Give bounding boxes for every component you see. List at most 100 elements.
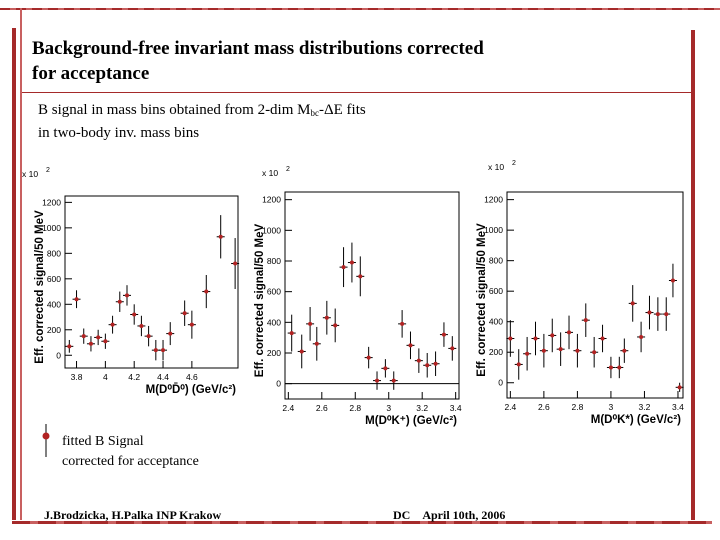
y-tick-label: 0 bbox=[276, 379, 281, 389]
y-multiplier: x 10 bbox=[488, 162, 504, 172]
bottom-border-line bbox=[12, 521, 712, 524]
point-marker bbox=[583, 318, 588, 323]
point-marker bbox=[168, 331, 173, 336]
left-border-line-thin bbox=[20, 8, 22, 520]
point-marker bbox=[153, 348, 158, 353]
footer-dc: DC bbox=[393, 508, 411, 522]
y-tick-label: 400 bbox=[489, 317, 503, 327]
data-point bbox=[645, 295, 654, 330]
y-tick-label: 600 bbox=[489, 286, 503, 296]
top-border-line bbox=[0, 8, 720, 10]
data-point bbox=[94, 329, 103, 346]
y-tick-label: 200 bbox=[489, 347, 503, 357]
x-tick-label: 2.6 bbox=[316, 403, 328, 413]
y-tick-label: 200 bbox=[267, 348, 281, 358]
x-tick-label: 2.4 bbox=[504, 402, 516, 412]
data-point bbox=[523, 336, 532, 371]
data-point bbox=[565, 315, 574, 350]
y-multiplier-exponent: 2 bbox=[46, 167, 50, 174]
data-point bbox=[312, 326, 321, 361]
point-marker bbox=[182, 311, 187, 316]
y-tick-label: 1200 bbox=[42, 197, 61, 207]
data-point bbox=[414, 348, 423, 373]
y-tick-label: 400 bbox=[47, 299, 61, 309]
data-point bbox=[151, 339, 160, 361]
point-marker bbox=[349, 260, 354, 265]
data-point bbox=[431, 351, 440, 376]
y-tick-label: 600 bbox=[267, 287, 281, 297]
data-point bbox=[79, 328, 88, 344]
point-marker bbox=[639, 334, 644, 339]
data-point bbox=[675, 382, 684, 392]
y-tick-label: 0 bbox=[498, 378, 503, 388]
data-point bbox=[347, 242, 356, 283]
x-tick-label: 3.4 bbox=[672, 402, 684, 412]
point-marker bbox=[139, 323, 144, 328]
x-tick-label: 3 bbox=[609, 402, 614, 412]
point-marker bbox=[204, 289, 209, 294]
point-marker bbox=[541, 348, 546, 353]
slide-title-line2: for acceptance bbox=[32, 63, 150, 84]
data-point bbox=[381, 359, 390, 378]
point-marker bbox=[324, 315, 329, 320]
point-marker bbox=[314, 341, 319, 346]
y-tick-label: 1200 bbox=[484, 195, 503, 205]
point-marker bbox=[81, 334, 86, 339]
data-point bbox=[531, 321, 540, 356]
point-marker bbox=[558, 347, 563, 352]
data-point bbox=[514, 349, 523, 380]
point-marker bbox=[608, 365, 613, 370]
point-marker bbox=[441, 332, 446, 337]
slide-subtitle: B signal in mass bins obtained from 2-di… bbox=[38, 100, 458, 143]
point-marker bbox=[308, 321, 313, 326]
point-marker bbox=[289, 331, 294, 336]
point-marker bbox=[124, 293, 129, 298]
x-tick-label: 3.8 bbox=[71, 372, 83, 382]
point-marker bbox=[161, 348, 166, 353]
data-point bbox=[144, 325, 153, 347]
data-point bbox=[72, 290, 81, 309]
point-marker bbox=[146, 334, 151, 339]
data-point bbox=[297, 334, 306, 369]
point-marker bbox=[655, 312, 660, 317]
y-multiplier: x 10 bbox=[262, 168, 278, 178]
plot-frame bbox=[64, 195, 239, 369]
data-point bbox=[216, 215, 225, 259]
data-point bbox=[287, 314, 296, 352]
data-point bbox=[231, 238, 240, 290]
data-point bbox=[439, 322, 448, 347]
point-marker bbox=[433, 361, 438, 366]
data-point bbox=[65, 339, 74, 353]
y-tick-label: 800 bbox=[267, 256, 281, 266]
y-axis-title: Eff. corrected signal/50 MeV bbox=[34, 210, 46, 364]
point-marker bbox=[533, 336, 538, 341]
point-marker bbox=[416, 358, 421, 363]
x-tick-label: 4.2 bbox=[128, 372, 140, 382]
point-marker bbox=[366, 355, 371, 360]
point-marker bbox=[647, 310, 652, 315]
legend-line1: fitted B Signal bbox=[62, 434, 144, 449]
point-marker bbox=[508, 336, 513, 341]
footer-event: DC April 10th, 2006 bbox=[393, 508, 517, 523]
point-marker bbox=[550, 333, 555, 338]
data-point bbox=[398, 310, 407, 338]
point-marker bbox=[132, 312, 137, 317]
data-point bbox=[159, 339, 168, 361]
data-point bbox=[187, 310, 196, 339]
point-marker bbox=[670, 278, 675, 283]
footer-date: April 10th, 2006 bbox=[422, 508, 506, 522]
data-point bbox=[364, 346, 373, 369]
data-point bbox=[180, 300, 189, 326]
y-axis-title: Eff. corrected signal/50 MeV bbox=[254, 223, 266, 377]
chart-panel-2: 0 200 400 600 800 1000 1200 2.4 2.6 2.8 3 3.2 3.4 x 1… bbox=[254, 166, 462, 427]
y-multiplier: x 10 bbox=[22, 169, 38, 179]
data-point bbox=[620, 338, 629, 363]
y-tick-label: 800 bbox=[47, 248, 61, 258]
data-point bbox=[668, 263, 677, 298]
data-point bbox=[573, 333, 582, 368]
data-point bbox=[615, 356, 624, 379]
slide-title-line1: Background-free invariant mass distribut… bbox=[32, 38, 484, 59]
x-axis-title: M(D⁰K⁺) (GeV/c²) bbox=[365, 414, 457, 427]
point-marker bbox=[630, 301, 635, 306]
